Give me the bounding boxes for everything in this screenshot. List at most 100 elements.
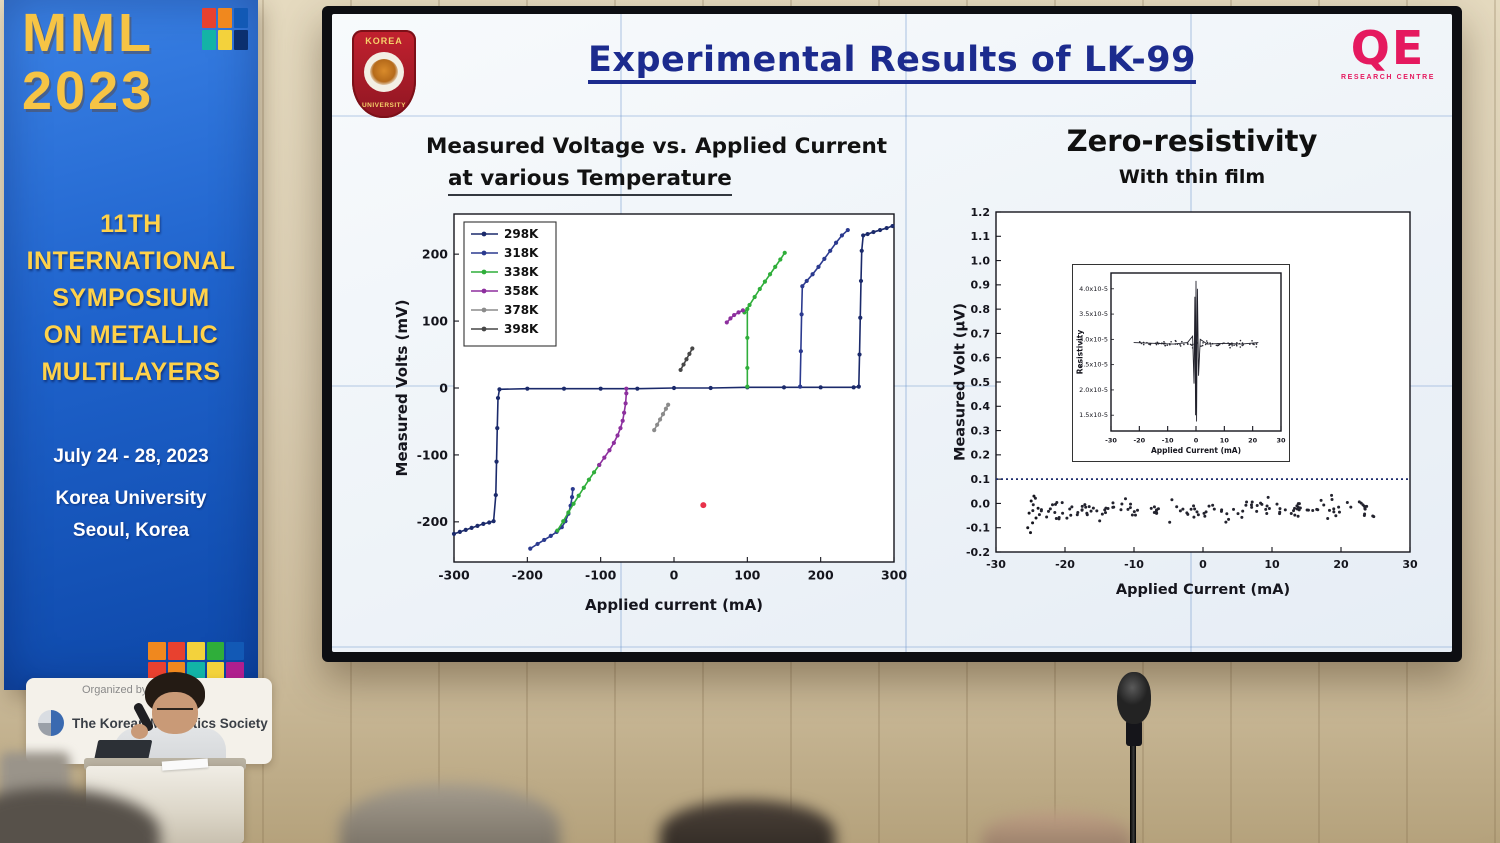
event-banner: MML 2023 11TH INTERNATIONAL SYMPOSIUM ON… [4, 0, 258, 690]
svg-text:100: 100 [422, 313, 448, 328]
svg-text:-30: -30 [1105, 437, 1117, 445]
svg-text:2.5x10-5: 2.5x10-5 [1079, 361, 1108, 369]
left-chart-heading-line2: at various Temperature [448, 166, 732, 196]
svg-text:-0.1: -0.1 [966, 522, 990, 535]
qe-logo: QE RESEARCH CENTRE [1340, 24, 1436, 81]
mic-windscreen [1117, 672, 1151, 724]
organizer-logo [38, 710, 64, 736]
subtitle-line: MULTILAYERS [41, 358, 221, 386]
svg-text:200: 200 [422, 247, 448, 262]
svg-text:0.3: 0.3 [971, 424, 991, 437]
svg-text:398K: 398K [504, 322, 539, 336]
mml-logo-mosaic [202, 8, 248, 50]
right-chart-heading-line2: With thin film [1118, 166, 1266, 188]
svg-text:0: 0 [1194, 437, 1199, 445]
svg-text:0.0: 0.0 [971, 497, 991, 510]
speaker-hand [131, 724, 148, 739]
svg-text:-0.2: -0.2 [966, 546, 990, 559]
svg-text:1.2: 1.2 [971, 206, 991, 219]
mic-stand-mount [1126, 720, 1142, 746]
svg-text:0: 0 [439, 380, 448, 395]
svg-text:20: 20 [1333, 558, 1349, 571]
right-chart-heading-line1: Zero-resistivity [1066, 124, 1318, 158]
svg-text:300: 300 [881, 568, 907, 583]
svg-text:0.7: 0.7 [971, 327, 991, 340]
qe-logo-subtext: RESEARCH CENTRE [1340, 74, 1435, 81]
svg-text:358K: 358K [504, 284, 539, 298]
left-chart-heading-line1: Measured Voltage vs. Applied Current [426, 134, 888, 159]
subtitle-line: SYMPOSIUM [52, 284, 210, 312]
subtitle-line: 11TH [100, 210, 162, 238]
svg-text:0.6: 0.6 [971, 352, 991, 365]
svg-text:0.8: 0.8 [971, 303, 991, 316]
panel-seam [332, 115, 1452, 117]
svg-text:Measured Volt (µV): Measured Volt (µV) [953, 303, 969, 461]
resistivity-inset-box: -30 -20 -10 0 10 20 30 4.0x10-5 3.5x10-5 3.0x10-5… [1072, 264, 1290, 462]
svg-text:-300: -300 [438, 568, 470, 583]
svg-text:Measured Volts (mV): Measured Volts (mV) [393, 300, 411, 477]
svg-text:1.1: 1.1 [971, 230, 991, 243]
svg-text:4.0x10-5: 4.0x10-5 [1079, 285, 1108, 293]
zero-resistivity-chart-area: -30 -20 -10 0 10 20 30 -0.2 -0.1 0.0 0.1 0.2 0.3 0.4 0… [948, 202, 1422, 602]
banner-venue-university: Korea University [55, 488, 207, 509]
svg-text:-10: -10 [1124, 558, 1144, 571]
resistivity-inset-chart: -30 -20 -10 0 10 20 30 4.0x10-5 3.5x10-5 3.0x10-5… [1076, 272, 1286, 455]
svg-text:298K: 298K [504, 227, 539, 241]
svg-text:30: 30 [1402, 558, 1418, 571]
svg-text:30: 30 [1276, 437, 1286, 445]
svg-text:10: 10 [1264, 558, 1280, 571]
svg-text:Applied Current (mA): Applied Current (mA) [1116, 582, 1290, 598]
svg-text:338K: 338K [504, 265, 539, 279]
svg-text:1.5x10-5: 1.5x10-5 [1079, 411, 1108, 419]
svg-text:Resistivity: Resistivity [1076, 330, 1085, 375]
svg-text:Applied current (mA): Applied current (mA) [585, 596, 763, 614]
banner-date: July 24 - 28, 2023 [53, 446, 209, 467]
tiger-emblem-icon [370, 59, 398, 85]
banner-title: MML 2023 [22, 4, 154, 120]
slide: KOREA UNIVERSITY Experimental Results of… [332, 14, 1452, 652]
svg-text:10: 10 [1220, 437, 1230, 445]
svg-text:0.5: 0.5 [971, 376, 991, 389]
svg-text:2.0x10-5: 2.0x10-5 [1079, 386, 1108, 394]
iv-curve-chart: -300 -200 -100 0 100 200 300 -200 -100 0 100 200 App… [393, 213, 907, 614]
crest-text-bottom: UNIVERSITY [361, 102, 406, 109]
svg-text:200: 200 [808, 568, 834, 583]
svg-text:3.5x10-5: 3.5x10-5 [1079, 310, 1108, 318]
svg-text:-100: -100 [585, 568, 617, 583]
korea-university-crest: KOREA UNIVERSITY [352, 30, 416, 118]
slide-title: Experimental Results of LK-99 [588, 40, 1196, 80]
svg-text:-200: -200 [512, 568, 544, 583]
banner-venue-city: Seoul, Korea [72, 520, 190, 541]
subtitle-line: ON METALLIC [43, 321, 219, 349]
svg-text:-200: -200 [417, 514, 449, 529]
svg-text:0.1: 0.1 [971, 473, 991, 486]
svg-text:-10: -10 [1162, 437, 1174, 445]
svg-text:1.0: 1.0 [971, 254, 991, 267]
panel-seam [905, 14, 907, 652]
svg-text:-30: -30 [986, 558, 1006, 571]
svg-text:3.0x10-5: 3.0x10-5 [1079, 335, 1108, 343]
svg-text:0: 0 [670, 568, 679, 583]
speaker-face [152, 692, 198, 734]
svg-text:0.4: 0.4 [971, 400, 991, 413]
svg-text:0: 0 [1199, 558, 1207, 571]
svg-text:100: 100 [734, 568, 760, 583]
banner-title-line2: 2023 [22, 61, 155, 121]
svg-text:-20: -20 [1133, 437, 1145, 445]
banner-title-line1: MML [22, 3, 154, 63]
projection-screen: KOREA UNIVERSITY Experimental Results of… [322, 6, 1462, 662]
qe-logo-text: QE [1350, 21, 1426, 75]
svg-text:-20: -20 [1055, 558, 1075, 571]
svg-text:20: 20 [1248, 437, 1258, 445]
mic-stand-pole [1130, 744, 1136, 843]
svg-text:378K: 378K [504, 303, 539, 317]
banner-subtitle: 11TH INTERNATIONAL SYMPOSIUM ON METALLIC… [4, 206, 258, 391]
subtitle-line: INTERNATIONAL [26, 247, 236, 275]
audience-head [340, 784, 560, 843]
svg-text:-100: -100 [417, 447, 449, 462]
crest-text-top: KOREA [365, 36, 403, 46]
crest-circle [364, 52, 404, 92]
svg-text:Applied Current (mA): Applied Current (mA) [1151, 446, 1241, 455]
svg-text:0.9: 0.9 [971, 279, 991, 292]
